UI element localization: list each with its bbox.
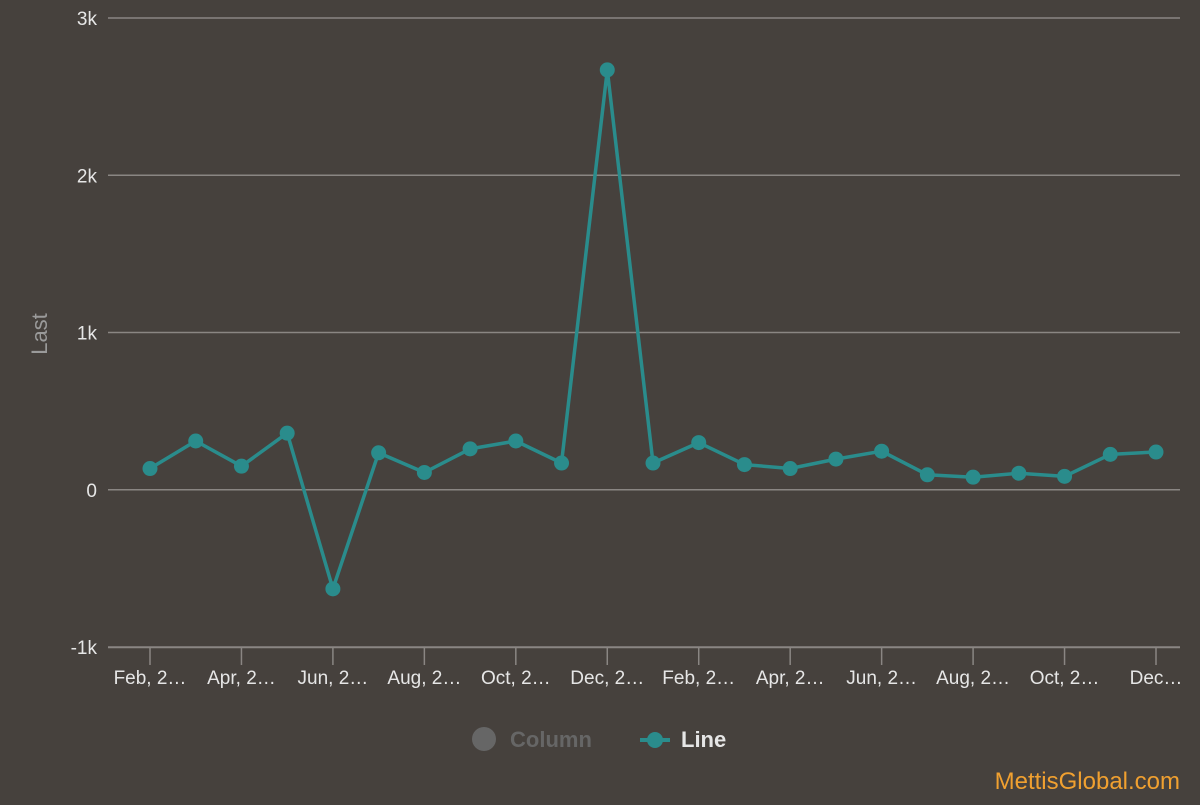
x-tick-label-3: Aug, 2… (387, 668, 461, 689)
legend-item-column[interactable]: Column (472, 727, 592, 752)
data-point-20 (1057, 468, 1073, 484)
legend-line-marker (647, 732, 663, 748)
legend-item-line[interactable]: Line (640, 727, 726, 752)
data-point-22 (1148, 444, 1164, 460)
legend-line-label[interactable]: Line (681, 727, 726, 752)
legend-column-marker (472, 727, 496, 751)
series-line-path (149, 68, 1157, 591)
x-tick-label-11: Dec… (1130, 668, 1183, 689)
x-tick-label-7: Apr, 2… (756, 668, 825, 689)
data-point-10 (599, 62, 615, 78)
x-tick-label-5: Dec, 2… (570, 668, 644, 689)
x-tick-label-0: Feb, 2… (114, 668, 187, 689)
gridlines (108, 17, 1180, 648)
data-point-11 (645, 455, 661, 471)
legend-column-label[interactable]: Column (510, 727, 592, 752)
series-line (142, 62, 1164, 597)
data-point-3 (279, 425, 295, 441)
data-point-16 (874, 443, 890, 459)
y-tick-label-1: 0 (86, 481, 97, 502)
x-tick-label-1: Apr, 2… (207, 668, 276, 689)
x-axis: Feb, 2… Apr, 2… Jun, 2… Aug, 2… Oct, 2… Dec, … (108, 646, 1183, 689)
data-point-0 (142, 461, 158, 477)
data-point-17 (919, 467, 935, 483)
watermark-text: MettisGlobal.com (995, 768, 1180, 795)
legend[interactable]: Column Line (472, 727, 726, 752)
y-tick-label-3: 2k (77, 166, 98, 187)
y-axis-label: Last (27, 313, 52, 355)
data-point-18 (965, 469, 981, 485)
data-point-15 (828, 451, 844, 467)
x-tick-label-4: Oct, 2… (481, 668, 551, 689)
data-point-7 (462, 441, 478, 457)
data-point-8 (508, 433, 524, 449)
x-tick-label-9: Aug, 2… (936, 668, 1010, 689)
data-point-21 (1102, 446, 1118, 462)
data-point-13 (736, 457, 752, 473)
data-point-2 (233, 458, 249, 474)
x-tick-label-6: Feb, 2… (662, 668, 735, 689)
data-point-9 (554, 455, 570, 471)
data-point-6 (416, 464, 432, 480)
x-tick-label-8: Jun, 2… (846, 668, 917, 689)
x-tick-label-10: Oct, 2… (1030, 668, 1100, 689)
data-point-19 (1011, 465, 1027, 481)
data-point-4 (325, 581, 341, 597)
data-point-14 (782, 461, 798, 477)
y-tick-label-0: -1k (71, 638, 98, 659)
y-tick-label-2: 1k (77, 324, 98, 345)
y-tick-label-4: 3k (77, 9, 98, 30)
y-axis-ticks: -1k 0 1k 2k 3k (71, 9, 98, 659)
x-tick-label-2: Jun, 2… (298, 668, 369, 689)
data-point-12 (691, 435, 707, 451)
data-point-1 (188, 433, 204, 449)
data-point-5 (371, 445, 387, 461)
